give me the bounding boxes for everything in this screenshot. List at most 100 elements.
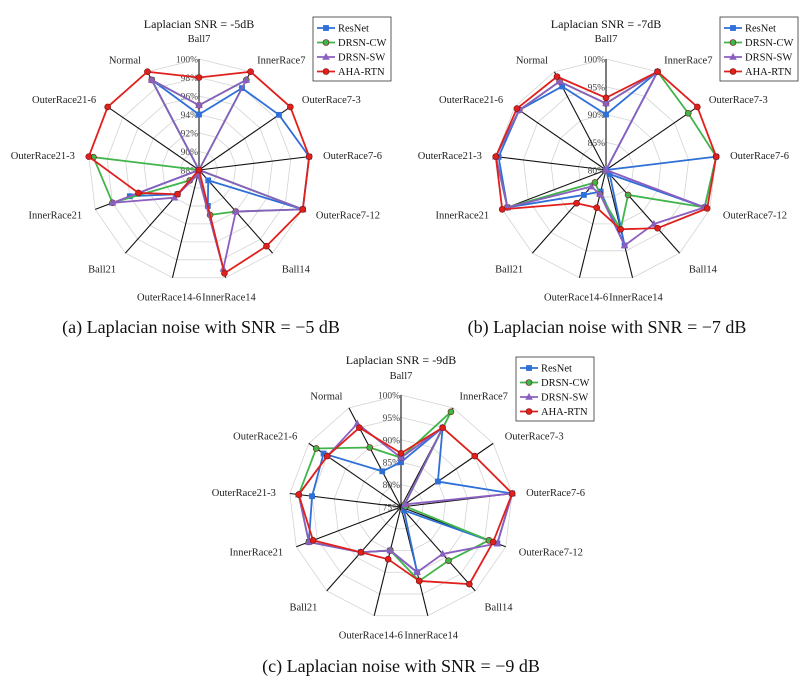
category-label-outerrace14-6: OuterRace14-6 bbox=[544, 292, 608, 303]
legend: ResNet DRSN-CW DRSN-SW AHA-RTN bbox=[312, 16, 392, 82]
data-point-aha-rtn bbox=[247, 68, 254, 76]
data-point-resnet bbox=[603, 111, 609, 118]
series-resnet bbox=[126, 77, 313, 213]
category-label-outerrace7-3: OuterRace7-3 bbox=[709, 95, 768, 106]
radar-chart-snr-7: 80% 85% 90% 95% 100% Ball7 InnerRace7 OuterRace… bbox=[418, 16, 799, 303]
data-point-aha-rtn bbox=[135, 189, 142, 197]
legend-marker bbox=[525, 408, 533, 415]
data-point-aha-rtn bbox=[85, 153, 93, 160]
legend-entry-aha-rtn: AHA-RTN bbox=[317, 67, 385, 78]
series-line-aha-rtn bbox=[494, 70, 718, 231]
category-label-outerrace7-12: OuterRace7-12 bbox=[316, 210, 380, 221]
data-point-drsn-sw bbox=[242, 75, 251, 83]
legend-entry-aha-rtn: AHA-RTN bbox=[724, 67, 792, 78]
category-label-outerrace7-3: OuterRace7-3 bbox=[302, 95, 361, 106]
legend-marker bbox=[323, 25, 329, 31]
legend-label: ResNet bbox=[338, 24, 369, 35]
legend: ResNet DRSN-CW DRSN-SW AHA-RTN bbox=[719, 16, 799, 82]
radar-spoke bbox=[400, 442, 494, 508]
caption-c: (c) Laplacian noise with SNR = −9 dB bbox=[262, 656, 540, 677]
category-label-innerrace14: InnerRace14 bbox=[404, 630, 458, 641]
legend-marker bbox=[322, 52, 330, 60]
category-label-ball7: Ball7 bbox=[595, 34, 618, 45]
legend-label: ResNet bbox=[745, 24, 776, 35]
tick-label: 90% bbox=[588, 111, 606, 121]
data-point-aha-rtn bbox=[712, 153, 720, 160]
category-label-ball21: Ball21 bbox=[495, 265, 523, 276]
data-point-aha-rtn bbox=[492, 153, 500, 160]
category-label-innerrace7: InnerRace7 bbox=[460, 391, 508, 402]
category-label-outerrace21-3: OuterRace21-3 bbox=[11, 151, 75, 162]
data-point-drsn-sw bbox=[596, 190, 604, 198]
series-aha-rtn bbox=[85, 68, 313, 277]
data-point-aha-rtn bbox=[144, 68, 151, 76]
data-point-drsn-sw bbox=[231, 207, 240, 215]
series-line-aha-rtn bbox=[87, 70, 311, 275]
radar-spoke bbox=[400, 506, 476, 592]
legend-marker bbox=[730, 25, 736, 31]
data-point-resnet bbox=[309, 493, 315, 500]
data-point-resnet bbox=[196, 111, 202, 118]
radar-gridline bbox=[289, 394, 513, 617]
legend-label: DRSN-CW bbox=[338, 38, 387, 49]
category-label-normal: Normal bbox=[310, 391, 342, 402]
legend-entry-drsn-cw: DRSN-CW bbox=[317, 38, 387, 49]
data-point-aha-rtn bbox=[195, 166, 203, 174]
radar-spoke bbox=[514, 106, 607, 171]
data-point-drsn-sw bbox=[650, 219, 658, 227]
data-point-drsn-cw bbox=[445, 557, 452, 564]
legend-entry-resnet: ResNet bbox=[520, 364, 572, 375]
radar-gridline bbox=[578, 141, 634, 198]
series-line-aha-rtn bbox=[297, 426, 514, 586]
legend-entry-aha-rtn: AHA-RTN bbox=[520, 407, 588, 418]
category-label-outerrace7-6: OuterRace7-6 bbox=[730, 151, 789, 162]
series-line-drsn-cw bbox=[92, 79, 304, 216]
tick-label: 88% bbox=[181, 167, 199, 177]
legend-entry-drsn-cw: DRSN-CW bbox=[520, 378, 590, 389]
legend-label: AHA-RTN bbox=[338, 67, 385, 78]
radar-gridline bbox=[106, 77, 292, 261]
data-point-aha-rtn bbox=[195, 74, 203, 81]
data-point-drsn-sw bbox=[386, 546, 395, 554]
category-label-ball14: Ball14 bbox=[282, 265, 311, 276]
data-point-aha-rtn bbox=[439, 424, 446, 431]
category-label-outerrace7-3: OuterRace7-3 bbox=[505, 431, 564, 442]
data-point-aha-rtn bbox=[593, 204, 601, 212]
radar-spoke bbox=[605, 169, 681, 254]
radar-spoke bbox=[198, 156, 310, 171]
radar-gridline bbox=[522, 86, 690, 252]
caption-a: (a) Laplacian noise with SNR = −5 dB bbox=[62, 317, 340, 338]
data-point-drsn-cw bbox=[591, 179, 599, 186]
series-line-drsn-sw bbox=[111, 79, 304, 270]
category-label-outerrace7-6: OuterRace7-6 bbox=[526, 488, 585, 499]
legend-label: AHA-RTN bbox=[745, 67, 792, 78]
legend-marker bbox=[525, 379, 533, 386]
radar-spoke bbox=[605, 106, 698, 171]
data-point-aha-rtn bbox=[299, 206, 307, 213]
radar-gridline bbox=[311, 416, 491, 595]
data-point-aha-rtn bbox=[703, 205, 711, 212]
data-point-resnet bbox=[379, 468, 386, 475]
tick-label: 80% bbox=[588, 167, 606, 177]
legend-marker bbox=[729, 39, 737, 46]
data-point-aha-rtn bbox=[323, 452, 331, 460]
category-label-ball7: Ball7 bbox=[188, 34, 211, 45]
series-drsn-cw bbox=[90, 76, 307, 219]
data-point-drsn-cw bbox=[684, 109, 692, 117]
category-label-outerrace21-3: OuterRace21-3 bbox=[418, 151, 482, 162]
legend-entry-drsn-sw: DRSN-SW bbox=[520, 393, 588, 404]
legend-marker bbox=[729, 68, 737, 75]
category-label-outerrace21-6: OuterRace21-6 bbox=[32, 95, 96, 106]
data-point-aha-rtn bbox=[489, 538, 497, 546]
caption-b: (b) Laplacian noise with SNR = −7 dB bbox=[468, 317, 747, 338]
data-point-drsn-sw bbox=[587, 182, 596, 190]
data-point-drsn-sw bbox=[195, 101, 203, 109]
data-point-aha-rtn bbox=[295, 491, 303, 498]
category-label-normal: Normal bbox=[516, 55, 548, 66]
legend-marker bbox=[526, 365, 532, 371]
data-point-aha-rtn bbox=[221, 269, 228, 277]
legend-label: DRSN-CW bbox=[745, 38, 794, 49]
radar-gridline bbox=[161, 132, 237, 207]
tick-label: 85% bbox=[588, 139, 606, 149]
data-point-aha-rtn bbox=[498, 206, 506, 213]
